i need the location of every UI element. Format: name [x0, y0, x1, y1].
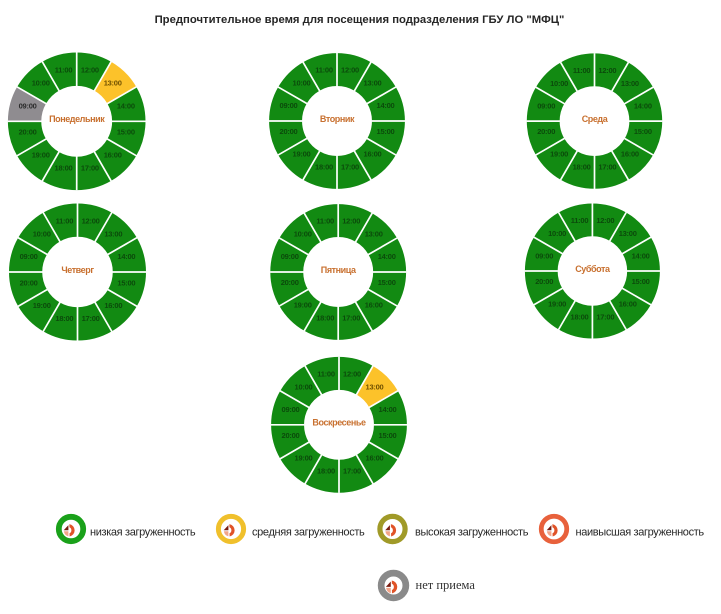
svg-text:17:00: 17:00 [342, 314, 360, 323]
svg-text:12:00: 12:00 [343, 370, 361, 379]
svg-text:20:00: 20:00 [537, 127, 555, 136]
svg-text:13:00: 13:00 [104, 229, 122, 238]
svg-text:15:00: 15:00 [378, 278, 396, 287]
svg-text:11:00: 11:00 [317, 370, 335, 379]
svg-text:Понедельник: Понедельник [49, 114, 105, 124]
svg-text:18:00: 18:00 [55, 314, 73, 323]
svg-text:16:00: 16:00 [621, 150, 639, 159]
svg-text:11:00: 11:00 [56, 216, 74, 225]
svg-text:16:00: 16:00 [104, 301, 122, 310]
svg-text:11:00: 11:00 [571, 216, 589, 225]
svg-text:17:00: 17:00 [343, 467, 361, 476]
svg-text:низкая загруженность: низкая загруженность [90, 527, 196, 539]
svg-text:20:00: 20:00 [19, 128, 37, 137]
svg-text:19:00: 19:00 [293, 150, 311, 159]
svg-text:13:00: 13:00 [364, 79, 382, 88]
svg-text:10:00: 10:00 [32, 79, 50, 88]
svg-text:09:00: 09:00 [280, 101, 298, 110]
svg-text:15:00: 15:00 [117, 128, 135, 137]
svg-text:16:00: 16:00 [366, 454, 384, 463]
svg-text:11:00: 11:00 [573, 66, 591, 75]
svg-text:13:00: 13:00 [104, 79, 122, 88]
svg-text:10:00: 10:00 [295, 383, 313, 392]
svg-text:09:00: 09:00 [537, 101, 555, 110]
svg-text:14:00: 14:00 [632, 251, 650, 260]
svg-text:16:00: 16:00 [619, 300, 637, 309]
svg-text:10:00: 10:00 [548, 229, 566, 238]
svg-text:10:00: 10:00 [550, 79, 568, 88]
svg-text:09:00: 09:00 [281, 252, 299, 261]
svg-text:12:00: 12:00 [341, 66, 359, 75]
svg-text:Четверг: Четверг [61, 265, 94, 275]
svg-text:14:00: 14:00 [377, 101, 395, 110]
svg-text:18:00: 18:00 [55, 164, 73, 173]
svg-text:наивысшая загруженность: наивысшая загруженность [576, 527, 705, 539]
svg-text:19:00: 19:00 [550, 150, 568, 159]
svg-text:высокая загруженность: высокая загруженность [415, 527, 529, 539]
svg-text:18:00: 18:00 [315, 163, 333, 172]
svg-text:20:00: 20:00 [20, 278, 38, 287]
svg-text:11:00: 11:00 [55, 65, 73, 74]
svg-text:15:00: 15:00 [377, 127, 395, 136]
svg-text:19:00: 19:00 [32, 151, 50, 160]
svg-text:13:00: 13:00 [365, 230, 383, 239]
svg-text:14:00: 14:00 [117, 101, 135, 110]
svg-text:нет приема: нет приема [416, 578, 476, 592]
svg-text:18:00: 18:00 [573, 163, 591, 172]
svg-text:12:00: 12:00 [342, 217, 360, 226]
svg-text:12:00: 12:00 [82, 216, 100, 225]
svg-text:11:00: 11:00 [315, 66, 333, 75]
svg-text:12:00: 12:00 [596, 216, 614, 225]
svg-text:15:00: 15:00 [632, 277, 650, 286]
svg-text:15:00: 15:00 [117, 278, 135, 287]
svg-text:17:00: 17:00 [82, 314, 100, 323]
svg-text:12:00: 12:00 [598, 66, 616, 75]
svg-text:13:00: 13:00 [619, 229, 637, 238]
svg-text:18:00: 18:00 [316, 314, 334, 323]
svg-text:17:00: 17:00 [596, 312, 614, 321]
svg-text:16:00: 16:00 [364, 150, 382, 159]
svg-text:20:00: 20:00 [280, 127, 298, 136]
svg-text:Вторник: Вторник [320, 114, 355, 124]
svg-text:11:00: 11:00 [316, 217, 334, 226]
svg-text:12:00: 12:00 [81, 65, 99, 74]
svg-text:14:00: 14:00 [634, 101, 652, 110]
svg-text:19:00: 19:00 [548, 300, 566, 309]
svg-text:20:00: 20:00 [281, 278, 299, 287]
svg-text:16:00: 16:00 [104, 151, 122, 160]
svg-text:18:00: 18:00 [317, 467, 335, 476]
svg-text:15:00: 15:00 [379, 431, 397, 440]
svg-text:18:00: 18:00 [571, 312, 589, 321]
svg-text:10:00: 10:00 [293, 79, 311, 88]
svg-text:20:00: 20:00 [535, 277, 553, 286]
svg-text:09:00: 09:00 [282, 405, 300, 414]
svg-text:14:00: 14:00 [117, 252, 135, 261]
svg-text:14:00: 14:00 [379, 405, 397, 414]
svg-text:19:00: 19:00 [294, 301, 312, 310]
svg-text:Суббота: Суббота [575, 264, 611, 274]
svg-text:Среда: Среда [582, 114, 609, 124]
svg-text:09:00: 09:00 [535, 251, 553, 260]
svg-text:09:00: 09:00 [20, 252, 38, 261]
svg-text:19:00: 19:00 [33, 301, 51, 310]
svg-text:16:00: 16:00 [365, 301, 383, 310]
svg-text:10:00: 10:00 [294, 230, 312, 239]
svg-text:10:00: 10:00 [33, 229, 51, 238]
svg-text:Предпочтительное время для пос: Предпочтительное время для посещения под… [155, 14, 565, 26]
svg-text:Пятница: Пятница [321, 265, 357, 275]
svg-text:13:00: 13:00 [621, 79, 639, 88]
svg-text:14:00: 14:00 [378, 252, 396, 261]
svg-text:20:00: 20:00 [282, 431, 300, 440]
svg-text:19:00: 19:00 [295, 454, 313, 463]
svg-text:Воскресенье: Воскресенье [312, 418, 366, 428]
svg-text:17:00: 17:00 [341, 163, 359, 172]
svg-text:15:00: 15:00 [634, 127, 652, 136]
svg-text:13:00: 13:00 [366, 383, 384, 392]
svg-text:17:00: 17:00 [81, 164, 99, 173]
svg-text:09:00: 09:00 [19, 101, 37, 110]
svg-text:17:00: 17:00 [598, 163, 616, 172]
svg-text:средняя загруженность: средняя загруженность [252, 527, 365, 539]
